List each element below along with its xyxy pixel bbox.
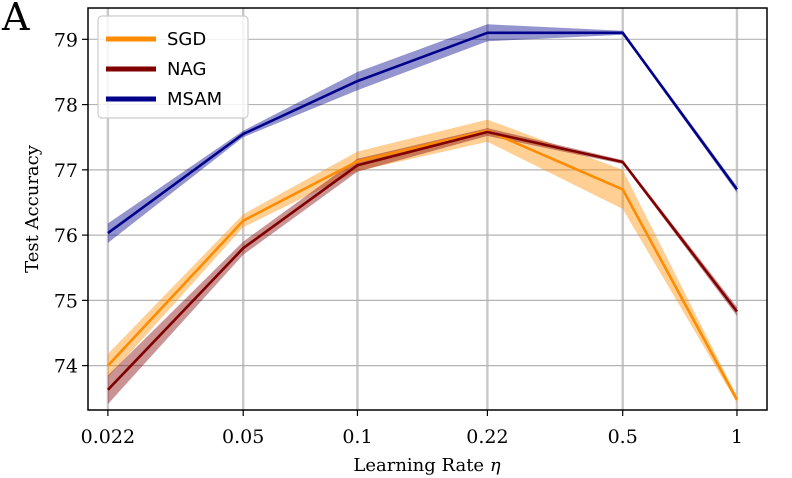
y-axis-label: Test Accuracy <box>22 144 43 273</box>
x-tick-label: 0.22 <box>466 426 508 448</box>
y-tick-label: 75 <box>54 290 78 312</box>
legend-label-msam: MSAM <box>167 89 222 110</box>
x-tick-label: 0.1 <box>342 426 372 448</box>
x-axis-label: Learning Rate η <box>353 455 500 476</box>
y-tick-label: 74 <box>54 356 78 378</box>
legend-items: SGD NAG MSAM <box>106 29 222 110</box>
panel-label: A <box>1 0 30 39</box>
x-tick-label: 0.022 <box>81 426 135 448</box>
legend: SGD NAG MSAM <box>97 15 249 119</box>
axis-ticks: 0.022 0.05 0.1 0.22 0.5 1 74 75 76 77 78 79 <box>54 29 743 448</box>
legend-label-nag: NAG <box>167 59 206 80</box>
x-tick-label: 0.5 <box>608 426 638 448</box>
y-tick-label: 76 <box>54 225 78 247</box>
legend-label-sgd: SGD <box>167 29 206 50</box>
msam-series-line <box>107 31 738 235</box>
y-tick-label: 78 <box>54 95 78 117</box>
plot-frame <box>87 7 768 411</box>
x-tick-label: 0.05 <box>222 426 264 448</box>
sgd-series-line <box>106 129 739 401</box>
series-lines <box>106 31 739 401</box>
x-tick-label: 1 <box>731 426 743 448</box>
y-tick-label: 79 <box>54 29 78 51</box>
nag-series-line <box>106 130 738 391</box>
y-tick-label: 77 <box>54 160 78 182</box>
x-axis-symbol: η <box>490 455 501 476</box>
